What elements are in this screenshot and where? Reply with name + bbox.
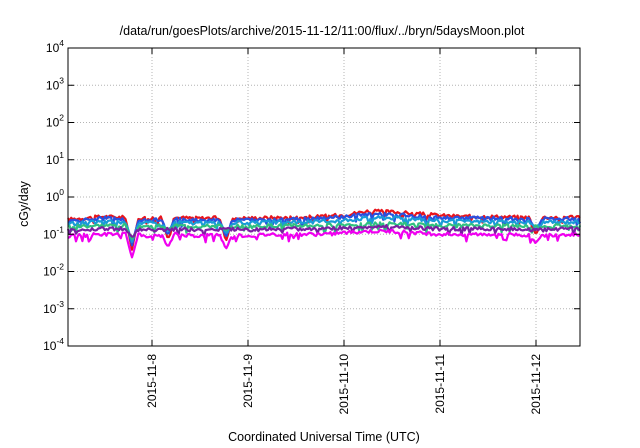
y-axis: 10-4 10-3 10-2 10-1 100 101 102 103 104 (43, 38, 580, 353)
x-axis-label: Coordinated Universal Time (UTC) (228, 430, 420, 444)
y-tick-label: 103 (46, 75, 64, 92)
data-series (66, 208, 582, 259)
series-line (67, 211, 582, 247)
x-axis: 2015-11-8 2015-11-9 2015-11-10 2015-11-11 20… (145, 48, 543, 415)
chart-title: /data/run/goesPlots/archive/2015-11-12/1… (120, 24, 525, 38)
x-tick-label: 2015-11-10 (337, 354, 351, 415)
y-tick-label: 10-3 (43, 299, 64, 316)
x-tick-label: 2015-11-11 (433, 354, 447, 414)
grid-lines (68, 48, 580, 346)
y-tick-label: 104 (46, 38, 64, 55)
y-tick-label: 10-2 (43, 262, 64, 279)
y-tick-label: 10-4 (43, 336, 64, 353)
series-line (67, 228, 581, 259)
x-tick-label: 2015-11-9 (241, 354, 255, 408)
y-tick-label: 101 (46, 150, 64, 167)
series-line (67, 215, 581, 243)
y-tick-label: 102 (46, 113, 64, 130)
y-tick-label: 10-1 (43, 224, 64, 241)
y-tick-label: 100 (46, 187, 64, 204)
x-tick-label: 2015-11-8 (145, 354, 159, 408)
series-line (66, 223, 581, 238)
y-axis-label: cGy/day (17, 180, 31, 227)
x-tick-label: 2015-11-12 (529, 354, 543, 415)
